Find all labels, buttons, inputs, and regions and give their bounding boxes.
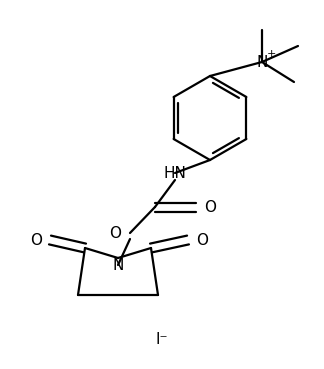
Text: +: +: [266, 49, 276, 59]
Text: I⁻: I⁻: [156, 332, 168, 348]
Text: HN: HN: [164, 166, 186, 180]
Text: N: N: [112, 258, 124, 272]
Text: O: O: [196, 232, 208, 248]
Text: N: N: [256, 55, 268, 69]
Text: O: O: [30, 232, 42, 248]
Text: O: O: [109, 225, 121, 241]
Text: O: O: [204, 200, 216, 214]
